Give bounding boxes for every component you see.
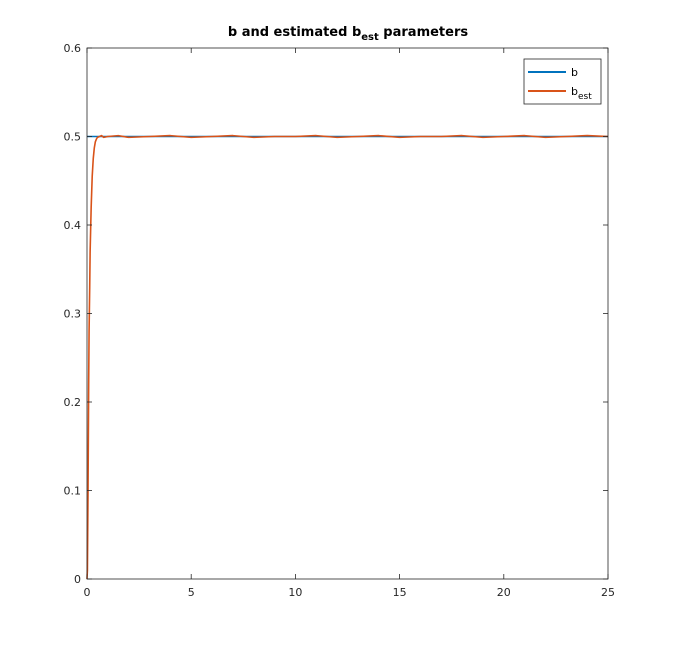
y-tick-label: 0.2 <box>64 396 82 409</box>
y-tick-label: 0.4 <box>64 219 82 232</box>
chart-title: b and estimated best parameters <box>228 25 469 43</box>
legend-label-b: b <box>571 66 578 79</box>
x-tick-label: 25 <box>601 586 615 599</box>
chart-title-subscript: est <box>361 32 379 43</box>
axes-background <box>87 48 608 579</box>
x-tick-label: 15 <box>393 586 407 599</box>
y-tick-label: 0 <box>74 573 81 586</box>
y-tick-label: 0.5 <box>64 131 82 144</box>
x-tick-label: 5 <box>188 586 195 599</box>
y-tick-label: 0.1 <box>64 485 82 498</box>
chart-title-main: b and estimated b <box>228 25 361 40</box>
legend-label-b-est: best <box>571 85 592 102</box>
chart-title-suffix: parameters <box>379 25 469 40</box>
y-tick-label: 0.3 <box>64 308 82 321</box>
x-tick-label: 10 <box>288 586 302 599</box>
x-tick-label: 0 <box>84 586 91 599</box>
legend-box <box>523 58 602 105</box>
series-line-b-est <box>86 134 609 580</box>
plot-area: 0 5 10 15 20 25 0 0.1 0.2 0.3 0.4 0.5 0.6 b best <box>64 42 616 599</box>
x-tick-label: 20 <box>497 586 511 599</box>
y-tick-label: 0.6 <box>64 42 82 55</box>
